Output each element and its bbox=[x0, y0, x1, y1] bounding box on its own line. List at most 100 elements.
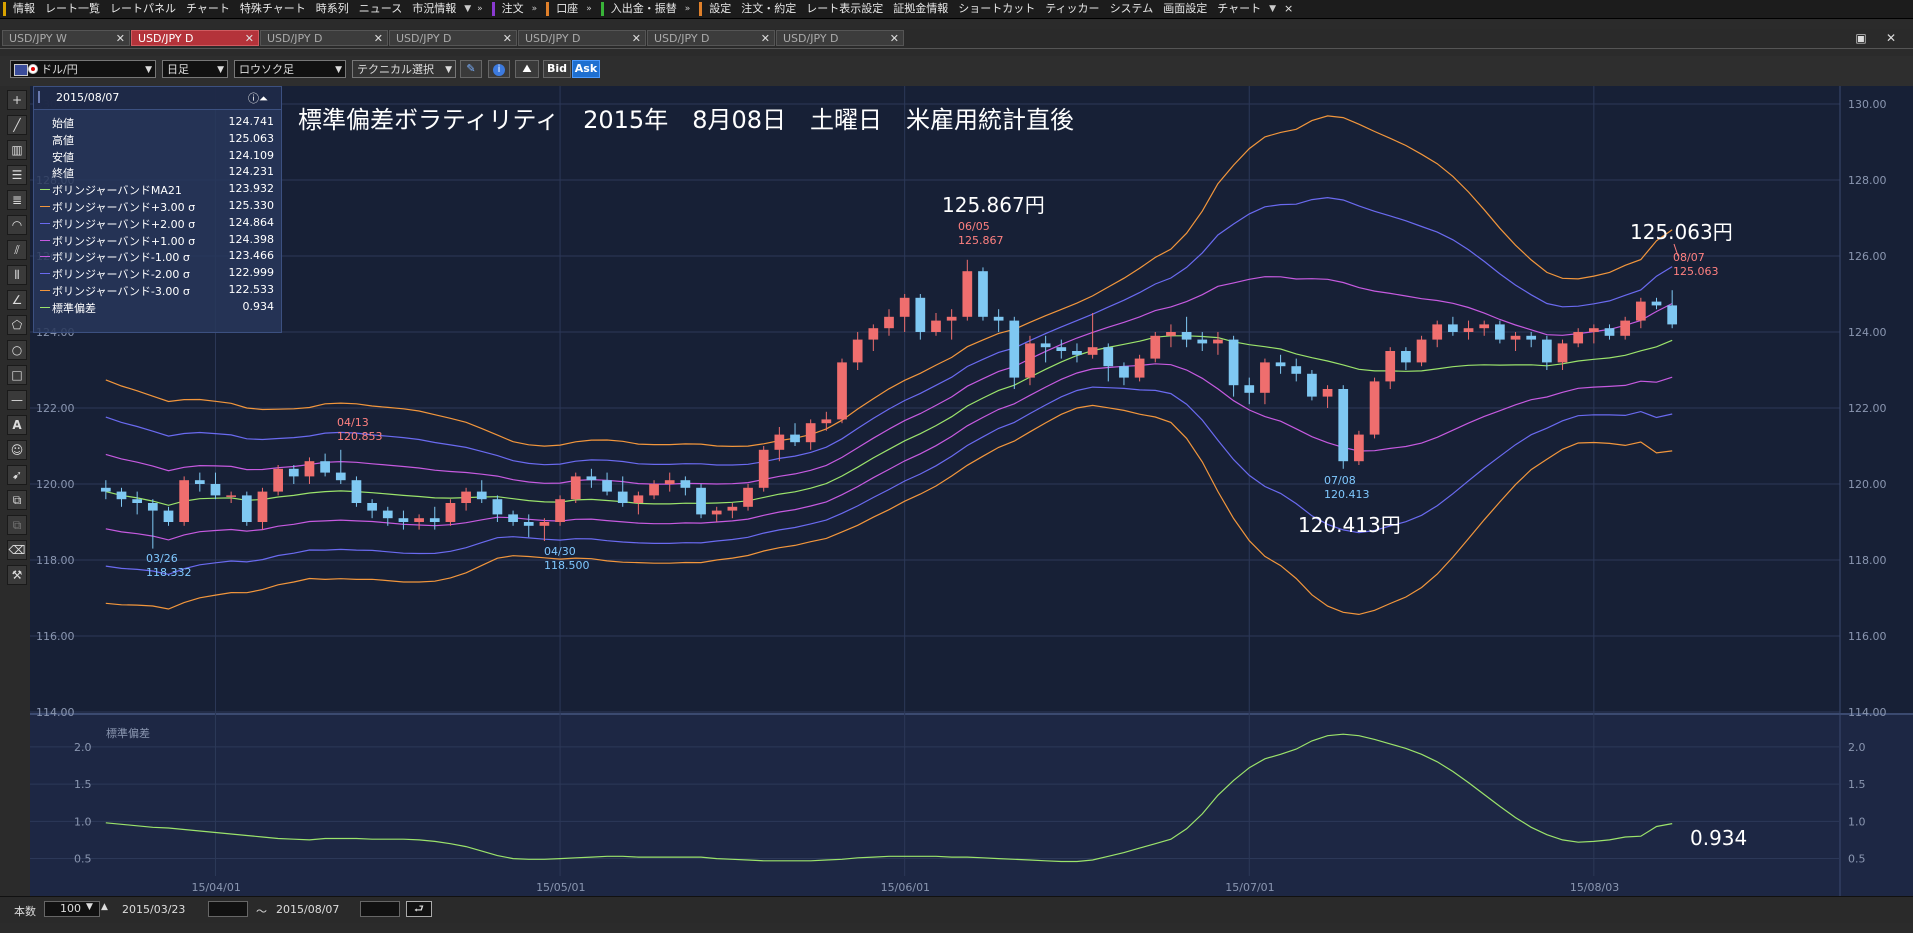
menu-dropdown-icon[interactable]: ▼ bbox=[1269, 4, 1277, 14]
fibonacci-icon[interactable]: ≣ bbox=[7, 190, 27, 210]
trend-line-icon[interactable]: ╱ bbox=[7, 115, 27, 135]
menu-separator bbox=[491, 2, 495, 16]
menu-market-info[interactable]: 市況情報 bbox=[412, 2, 457, 15]
tab-usdjpy-d[interactable]: USD/JPY D ✕ bbox=[776, 30, 904, 46]
menu-margin-info[interactable]: 証拠金情報 bbox=[893, 2, 949, 15]
paste-icon[interactable]: ⧉ bbox=[7, 515, 27, 535]
menu-chart[interactable]: チャート bbox=[186, 2, 230, 15]
menu-order[interactable]: 注文 bbox=[501, 2, 524, 15]
close-icon[interactable]: ✕ bbox=[502, 32, 512, 45]
apply-button[interactable]: ⮐ bbox=[406, 901, 432, 917]
menu-time-series[interactable]: 時系列 bbox=[315, 2, 349, 15]
close-icon[interactable]: ✕ bbox=[244, 32, 254, 45]
candle-up bbox=[1463, 328, 1474, 332]
pentagon-icon[interactable]: ⬠ bbox=[7, 315, 27, 335]
close-icon[interactable]: ✕ bbox=[115, 32, 125, 45]
menu-rate-list[interactable]: レート一覧 bbox=[45, 2, 100, 15]
smiley-icon[interactable]: ☺ bbox=[7, 440, 27, 460]
price-tick-label-left: 116.00 bbox=[36, 630, 75, 643]
count-up-icon[interactable]: ▲ bbox=[101, 902, 108, 912]
candle-up bbox=[931, 320, 941, 332]
menu-overflow-icon[interactable]: » bbox=[586, 4, 592, 14]
menu-rate-display[interactable]: レート表示設定 bbox=[806, 2, 884, 15]
info-icon: i bbox=[493, 64, 505, 76]
tool-settings-icon[interactable]: ⚒ bbox=[7, 565, 27, 585]
fan-icon[interactable]: ◠ bbox=[7, 215, 27, 235]
menu-close-button[interactable]: × bbox=[1284, 2, 1294, 15]
eraser-icon[interactable]: ⌫ bbox=[7, 540, 27, 560]
data-window-value: 123.466 bbox=[228, 249, 275, 263]
menu-order-fill[interactable]: 注文・約定 bbox=[741, 2, 797, 15]
candle-down bbox=[1526, 335, 1537, 340]
crosshair-icon[interactable]: + bbox=[7, 90, 27, 110]
tab-label: USD/JPY D bbox=[267, 32, 323, 45]
menu-shortcut[interactable]: ショートカット bbox=[958, 2, 1036, 15]
draw-pen-button[interactable]: ✎ bbox=[460, 60, 482, 78]
data-window-value: 124.741 bbox=[228, 115, 275, 128]
close-icon[interactable]: ✕ bbox=[373, 32, 383, 45]
menu-account[interactable]: 口座 bbox=[556, 2, 579, 15]
tab-usdjpy-d[interactable]: USD/JPY D ✕ bbox=[647, 30, 775, 46]
period-select[interactable]: 日足 ▼ bbox=[162, 60, 228, 78]
count-input[interactable]: 100 bbox=[44, 901, 100, 917]
close-icon[interactable]: ✕ bbox=[760, 32, 770, 45]
close-icon[interactable]: ✕ bbox=[889, 32, 899, 45]
count-down-icon[interactable]: ▼ bbox=[86, 902, 93, 912]
menu-dropdown-icon[interactable]: ▼ bbox=[464, 4, 472, 14]
candle-down bbox=[1667, 305, 1678, 325]
horizontal-lines-icon[interactable]: ☰ bbox=[7, 165, 27, 185]
menu-news[interactable]: ニュース bbox=[358, 2, 403, 15]
series-swatch bbox=[40, 306, 50, 308]
date-from-picker[interactable] bbox=[208, 901, 248, 917]
channel-icon[interactable]: ⫽ bbox=[7, 240, 27, 260]
bid-button[interactable]: Bid bbox=[543, 60, 571, 78]
menu-overflow-icon[interactable]: » bbox=[684, 4, 691, 14]
menu-settings[interactable]: 設定 bbox=[709, 2, 732, 15]
menu-rate-panel[interactable]: レートパネル bbox=[110, 2, 176, 15]
technical-select[interactable]: テクニカル選択 ▼ bbox=[352, 60, 456, 78]
pointer-icon[interactable]: ➹ bbox=[7, 465, 27, 485]
area-chart-button[interactable]: ⛰ bbox=[515, 60, 539, 78]
stddev-tick-label-right: 0.5 bbox=[1848, 853, 1866, 866]
menu-deposit[interactable]: 入出金・振替 bbox=[610, 2, 677, 15]
currency-pair-select[interactable]: ドル/円 ▼ bbox=[10, 60, 156, 78]
menu-system[interactable]: システム bbox=[1109, 2, 1154, 15]
date-from[interactable]: 2015/03/23 bbox=[122, 903, 186, 916]
angle-icon[interactable]: ∠ bbox=[7, 290, 27, 310]
vertical-lines-icon[interactable]: ⦀ bbox=[7, 265, 27, 285]
info-toggle-icon[interactable]: ⓘ⏶ bbox=[248, 92, 268, 105]
menu-ticker[interactable]: ティッカー bbox=[1045, 2, 1100, 15]
tab-usdjpy-w[interactable]: USD/JPY W ✕ bbox=[2, 30, 130, 46]
price-chart[interactable]: 114.00 114.00 116.00 116.00 118.00 118.00 120.… bbox=[30, 86, 1913, 896]
maximize-icon[interactable]: ▣ bbox=[1855, 31, 1867, 45]
tab-usdjpy-d-active[interactable]: USD/JPY D ✕ bbox=[131, 30, 259, 46]
window-close-icon[interactable]: ✕ bbox=[1885, 31, 1897, 45]
menu-overflow-icon[interactable]: » bbox=[531, 4, 538, 14]
stddev-tick-label-right: 1.0 bbox=[1848, 815, 1866, 828]
close-icon[interactable]: ✕ bbox=[631, 32, 641, 45]
date-to-picker[interactable] bbox=[360, 901, 400, 917]
info-button[interactable]: i bbox=[488, 60, 510, 78]
copy-icon[interactable]: ⧉ bbox=[7, 490, 27, 510]
candle-down bbox=[429, 518, 440, 522]
tab-usdjpy-d[interactable]: USD/JPY D ✕ bbox=[518, 30, 646, 46]
menu-chart-settings[interactable]: チャート bbox=[1217, 2, 1262, 15]
menu-special-chart[interactable]: 特殊チャート bbox=[239, 2, 306, 15]
tab-usdjpy-d[interactable]: USD/JPY D ✕ bbox=[260, 30, 388, 46]
horizontal-line-icon[interactable]: — bbox=[7, 390, 27, 410]
ask-button[interactable]: Ask bbox=[572, 60, 600, 78]
candle-down bbox=[1291, 366, 1302, 374]
date-to[interactable]: 2015/08/07 bbox=[276, 903, 340, 916]
menu-screen-settings[interactable]: 画面設定 bbox=[1163, 2, 1208, 15]
menu-overflow-icon[interactable]: » bbox=[477, 4, 483, 14]
date-tick-label: 15/05/01 bbox=[536, 881, 585, 894]
menu-info[interactable]: 情報 bbox=[13, 2, 35, 15]
chart-type-select[interactable]: ロウソク足 ▼ bbox=[234, 60, 346, 78]
count-value: 100 bbox=[60, 902, 81, 915]
text-tool-icon[interactable]: A bbox=[7, 415, 27, 435]
candle-down bbox=[100, 487, 111, 492]
tab-usdjpy-d[interactable]: USD/JPY D ✕ bbox=[389, 30, 517, 46]
ruler-icon[interactable]: ▥ bbox=[7, 140, 27, 160]
rectangle-icon[interactable]: □ bbox=[7, 365, 27, 385]
circle-icon[interactable]: ○ bbox=[7, 340, 27, 360]
